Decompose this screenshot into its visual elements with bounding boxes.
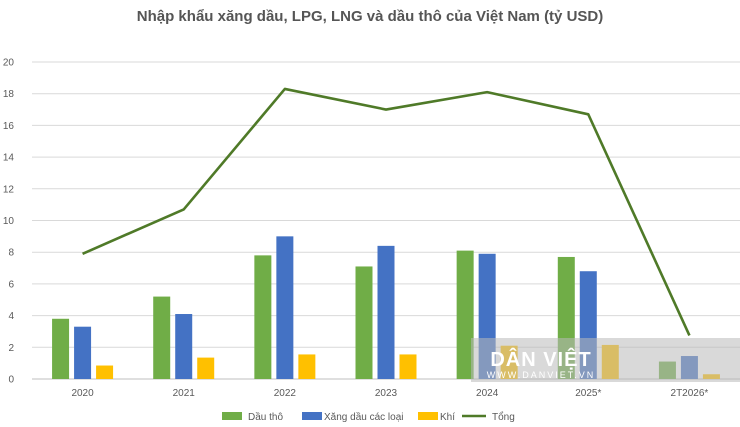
bar-xăng-dầu-các-loại-2022	[276, 236, 294, 379]
x-tick-label: 2T2026*	[671, 388, 709, 399]
legend: Dầu thô Xăng dầu các loại Khí Tổng	[222, 411, 515, 423]
legend-swatch-0	[222, 412, 242, 420]
legend-label-1: Xăng dầu các loại	[324, 411, 404, 423]
y-tick-label: 12	[3, 184, 15, 195]
watermark: DÂN VIỆT WWW.DANVIET.VN	[471, 338, 740, 382]
x-tick-label: 2025*	[575, 388, 601, 399]
y-tick-label: 20	[3, 58, 15, 69]
bar-xăng-dầu-các-loại-2023	[377, 245, 395, 379]
y-tick-label: 18	[3, 89, 15, 100]
y-tick-label: 4	[8, 311, 14, 322]
bar-dầu-thô-2023	[355, 266, 373, 379]
bar-xăng-dầu-các-loại-2021	[175, 314, 193, 379]
legend-label-2: Khí	[440, 412, 455, 423]
x-tick-label: 2020	[71, 388, 94, 399]
bar-khí-2021	[197, 357, 215, 379]
bar-dầu-thô-2021	[153, 296, 171, 379]
bar-khí-2022	[298, 354, 316, 379]
bar-khí-2020	[96, 365, 114, 379]
y-tick-label: 8	[8, 248, 14, 259]
y-tick-label: 10	[3, 216, 15, 227]
bar-xăng-dầu-các-loại-2020	[74, 326, 92, 379]
bar-dầu-thô-2020	[52, 318, 70, 379]
x-tick-label: 2021	[173, 388, 196, 399]
watermark-url: WWW.DANVIET.VN	[487, 370, 596, 380]
line-layer	[82, 87, 691, 336]
y-tick-label: 6	[8, 279, 14, 290]
legend-label-0: Dầu thô	[248, 411, 283, 423]
y-tick-label: 0	[8, 375, 14, 386]
legend-label-3: Tổng	[492, 411, 515, 423]
y-tick-label: 2	[8, 343, 14, 354]
watermark-logo-text: DÂN VIỆT	[490, 347, 591, 371]
legend-swatch-1	[302, 412, 322, 420]
bar-khí-2023	[399, 354, 417, 379]
legend-swatch-2	[418, 412, 438, 420]
x-tick-label: 2022	[274, 388, 297, 399]
bar-dầu-thô-2024	[456, 250, 474, 379]
x-tick-label: 2024	[476, 388, 499, 399]
y-tick-label: 16	[3, 121, 15, 132]
watermark-band	[471, 338, 740, 382]
chart-title: Nhập khẩu xăng dầu, LPG, LNG và dầu thô …	[137, 8, 603, 25]
bar-dầu-thô-2022	[254, 255, 272, 379]
y-tick-label: 14	[3, 153, 15, 164]
x-tick-label: 2023	[375, 388, 398, 399]
